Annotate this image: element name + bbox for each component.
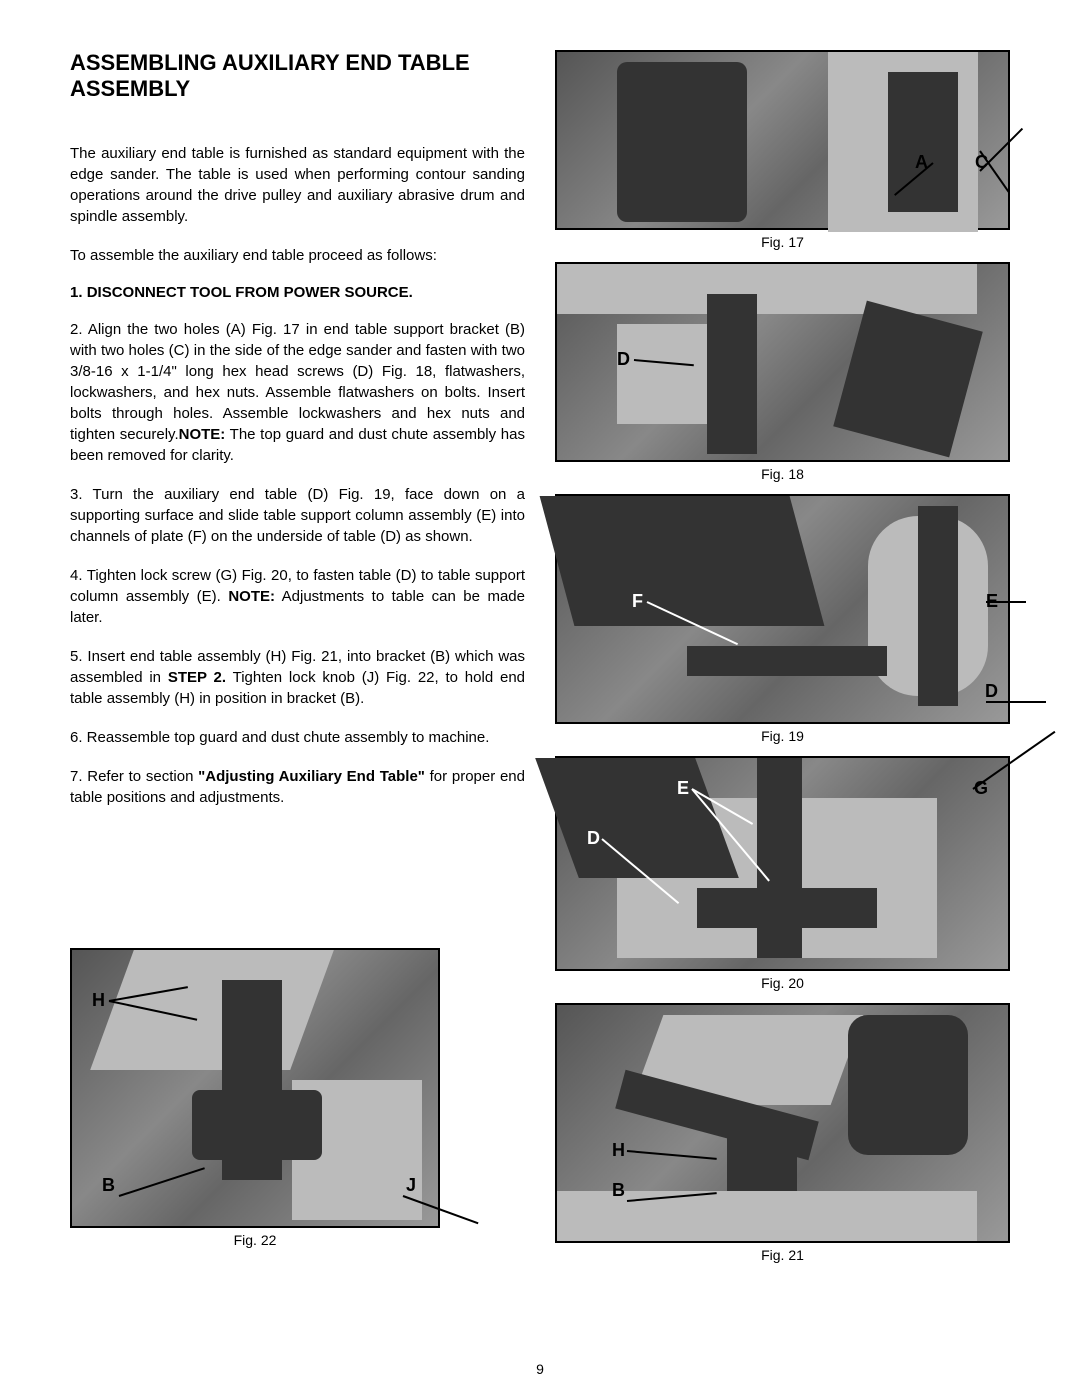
figure-19-caption: Fig. 19	[555, 728, 1010, 744]
figure-21: H B	[555, 1003, 1010, 1243]
section-title: ASSEMBLING AUXILIARY END TABLE ASSEMBLY	[70, 50, 525, 103]
figure-17-caption: Fig. 17	[555, 234, 1010, 250]
label-B: B	[612, 1180, 625, 1201]
page-number: 9	[536, 1361, 544, 1377]
label-D: D	[617, 349, 630, 370]
step-1: 1. DISCONNECT TOOL FROM POWER SOURCE.	[70, 284, 525, 301]
figure-18-caption: Fig. 18	[555, 466, 1010, 482]
intro-paragraph-2: To assemble the auxiliary end table proc…	[70, 245, 525, 266]
label-B: B	[102, 1175, 115, 1196]
figure-18: D	[555, 262, 1010, 462]
label-H: H	[92, 990, 105, 1011]
label-J: J	[406, 1175, 416, 1196]
figure-20: E D G	[555, 756, 1010, 971]
figure-22: H B J	[70, 948, 440, 1228]
step-5: 5. Insert end table assembly (H) Fig. 21…	[70, 646, 525, 709]
figure-17: A C	[555, 50, 1010, 230]
step-3: 3. Turn the auxiliary end table (D) Fig.…	[70, 484, 525, 547]
label-F: F	[632, 591, 643, 612]
figure-21-caption: Fig. 21	[555, 1247, 1010, 1263]
step-2: 2. Align the two holes (A) Fig. 17 in en…	[70, 319, 525, 466]
label-H: H	[612, 1140, 625, 1161]
figure-19: F E D	[555, 494, 1010, 724]
step-4: 4. Tighten lock screw (G) Fig. 20, to fa…	[70, 565, 525, 628]
label-D: D	[985, 681, 998, 702]
label-E: E	[677, 778, 689, 799]
left-column: ASSEMBLING AUXILIARY END TABLE ASSEMBLY …	[70, 50, 525, 1275]
figure-20-caption: Fig. 20	[555, 975, 1010, 991]
intro-paragraph: The auxiliary end table is furnished as …	[70, 143, 525, 227]
label-D: D	[587, 828, 600, 849]
step-7: 7. Refer to section "Adjusting Auxiliary…	[70, 766, 525, 808]
figure-22-caption: Fig. 22	[70, 1232, 440, 1248]
right-column: A C Fig. 17 D Fig. 18 F	[555, 50, 1010, 1275]
step-6: 6. Reassemble top guard and dust chute a…	[70, 727, 525, 748]
